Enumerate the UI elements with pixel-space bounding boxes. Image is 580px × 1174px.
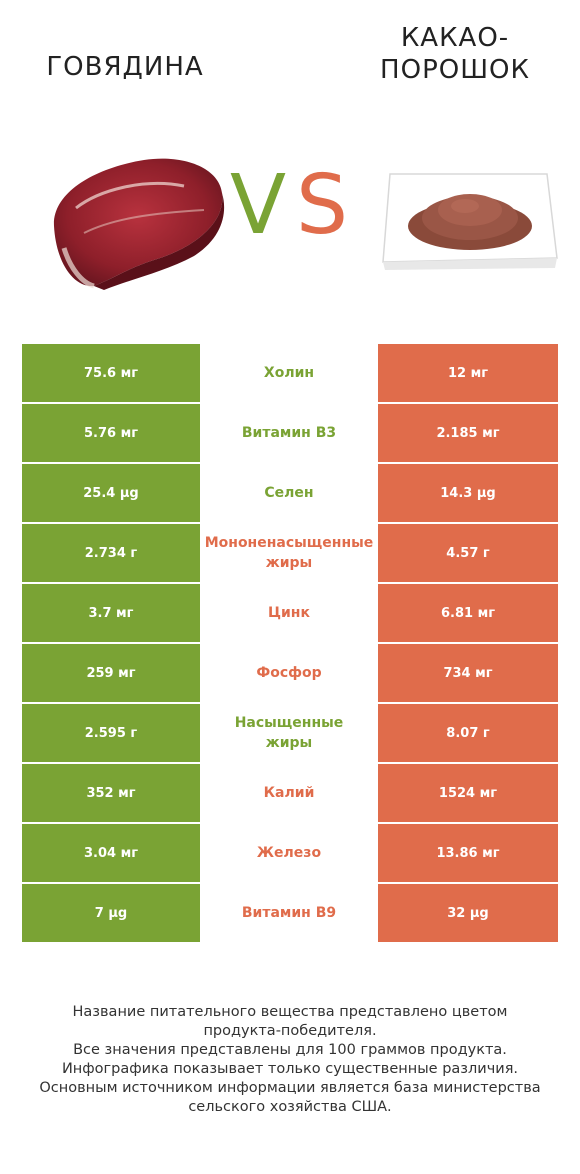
nutrient-name-line1: Насыщенные (234, 715, 344, 731)
cocoa-value: 1524 мг (378, 764, 558, 822)
beef-value: 2.595 г (22, 704, 200, 762)
beef-image (34, 138, 234, 298)
nutrient-name-line2: жиры (265, 735, 313, 751)
beef-value: 2.734 г (22, 524, 200, 582)
right-title-line2: ПОРОШОК (380, 55, 530, 85)
footer-line: продукта-победителя. (203, 1023, 377, 1039)
cocoa-value: 14.3 µg (378, 464, 558, 522)
beef-value: 3.7 мг (22, 584, 200, 642)
cocoa-value: 2.185 мг (378, 404, 558, 462)
table-row: 352 мг Калий 1524 мг (22, 764, 558, 822)
nutrient-name: Холин (200, 344, 378, 402)
footer-note: Название питательного вещества представл… (20, 1003, 560, 1117)
left-product-title: ГОВЯДИНА (46, 52, 204, 82)
nutrient-name-line1: Мононенасыщенные (204, 535, 374, 551)
footer-line: Все значения представлены для 100 граммо… (73, 1042, 507, 1058)
cocoa-powder-image (375, 160, 565, 280)
table-row: 2.734 г Мононенасыщенные жиры 4.57 г (22, 524, 558, 582)
beef-value: 259 мг (22, 644, 200, 702)
table-row: 5.76 мг Витамин B3 2.185 мг (22, 404, 558, 462)
table-row: 3.7 мг Цинк 6.81 мг (22, 584, 558, 642)
footer-line: сельского хозяйства США. (188, 1099, 392, 1115)
cocoa-value: 4.57 г (378, 524, 558, 582)
nutrient-name-line2: жиры (265, 555, 313, 571)
cocoa-value: 734 мг (378, 644, 558, 702)
beef-value: 75.6 мг (22, 344, 200, 402)
footer-line: Основным источником информации является … (39, 1080, 541, 1096)
table-row: 3.04 мг Железо 13.86 мг (22, 824, 558, 882)
nutrient-name: Цинк (200, 584, 378, 642)
cocoa-value: 13.86 мг (378, 824, 558, 882)
beef-value: 25.4 µg (22, 464, 200, 522)
right-title-line1: КАКАО- (400, 23, 510, 53)
table-row: 75.6 мг Холин 12 мг (22, 344, 558, 402)
nutrient-name: Насыщенные жиры (200, 704, 378, 762)
footer-line: Название питательного вещества представл… (72, 1004, 508, 1020)
nutrient-name: Фосфор (200, 644, 378, 702)
cocoa-value: 8.07 г (378, 704, 558, 762)
footer-line: Инфографика показывает только существенн… (61, 1061, 519, 1077)
nutrient-name: Витамин B9 (200, 884, 378, 942)
nutrient-name: Железо (200, 824, 378, 882)
vs-letter-v: V (230, 158, 287, 253)
nutrient-name: Калий (200, 764, 378, 822)
cocoa-value: 6.81 мг (378, 584, 558, 642)
nutrient-name: Селен (200, 464, 378, 522)
table-row: 259 мг Фосфор 734 мг (22, 644, 558, 702)
comparison-table: 75.6 мг Холин 12 мг 5.76 мг Витамин B3 2.185 … (22, 344, 558, 944)
cocoa-value: 32 µg (378, 884, 558, 942)
table-row: 7 µg Витамин B9 32 µg (22, 884, 558, 942)
nutrient-name: Мононенасыщенные жиры (200, 524, 378, 582)
table-row: 2.595 г Насыщенные жиры 8.07 г (22, 704, 558, 762)
nutrient-name: Витамин B3 (200, 404, 378, 462)
beef-value: 3.04 мг (22, 824, 200, 882)
vs-letter-s: S (296, 158, 349, 253)
cocoa-value: 12 мг (378, 344, 558, 402)
table-row: 25.4 µg Селен 14.3 µg (22, 464, 558, 522)
beef-value: 352 мг (22, 764, 200, 822)
beef-value: 5.76 мг (22, 404, 200, 462)
right-product-title: КАКАО- ПОРОШОК (355, 22, 555, 86)
beef-value: 7 µg (22, 884, 200, 942)
